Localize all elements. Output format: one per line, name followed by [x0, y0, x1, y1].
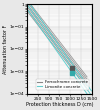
X-axis label: Protection thickness D (cm): Protection thickness D (cm) — [26, 102, 93, 107]
Y-axis label: Attenuation factor F: Attenuation factor F — [3, 24, 8, 74]
Legend: Ferrochrome concrete, Limonite concrete: Ferrochrome concrete, Limonite concrete — [36, 79, 89, 90]
